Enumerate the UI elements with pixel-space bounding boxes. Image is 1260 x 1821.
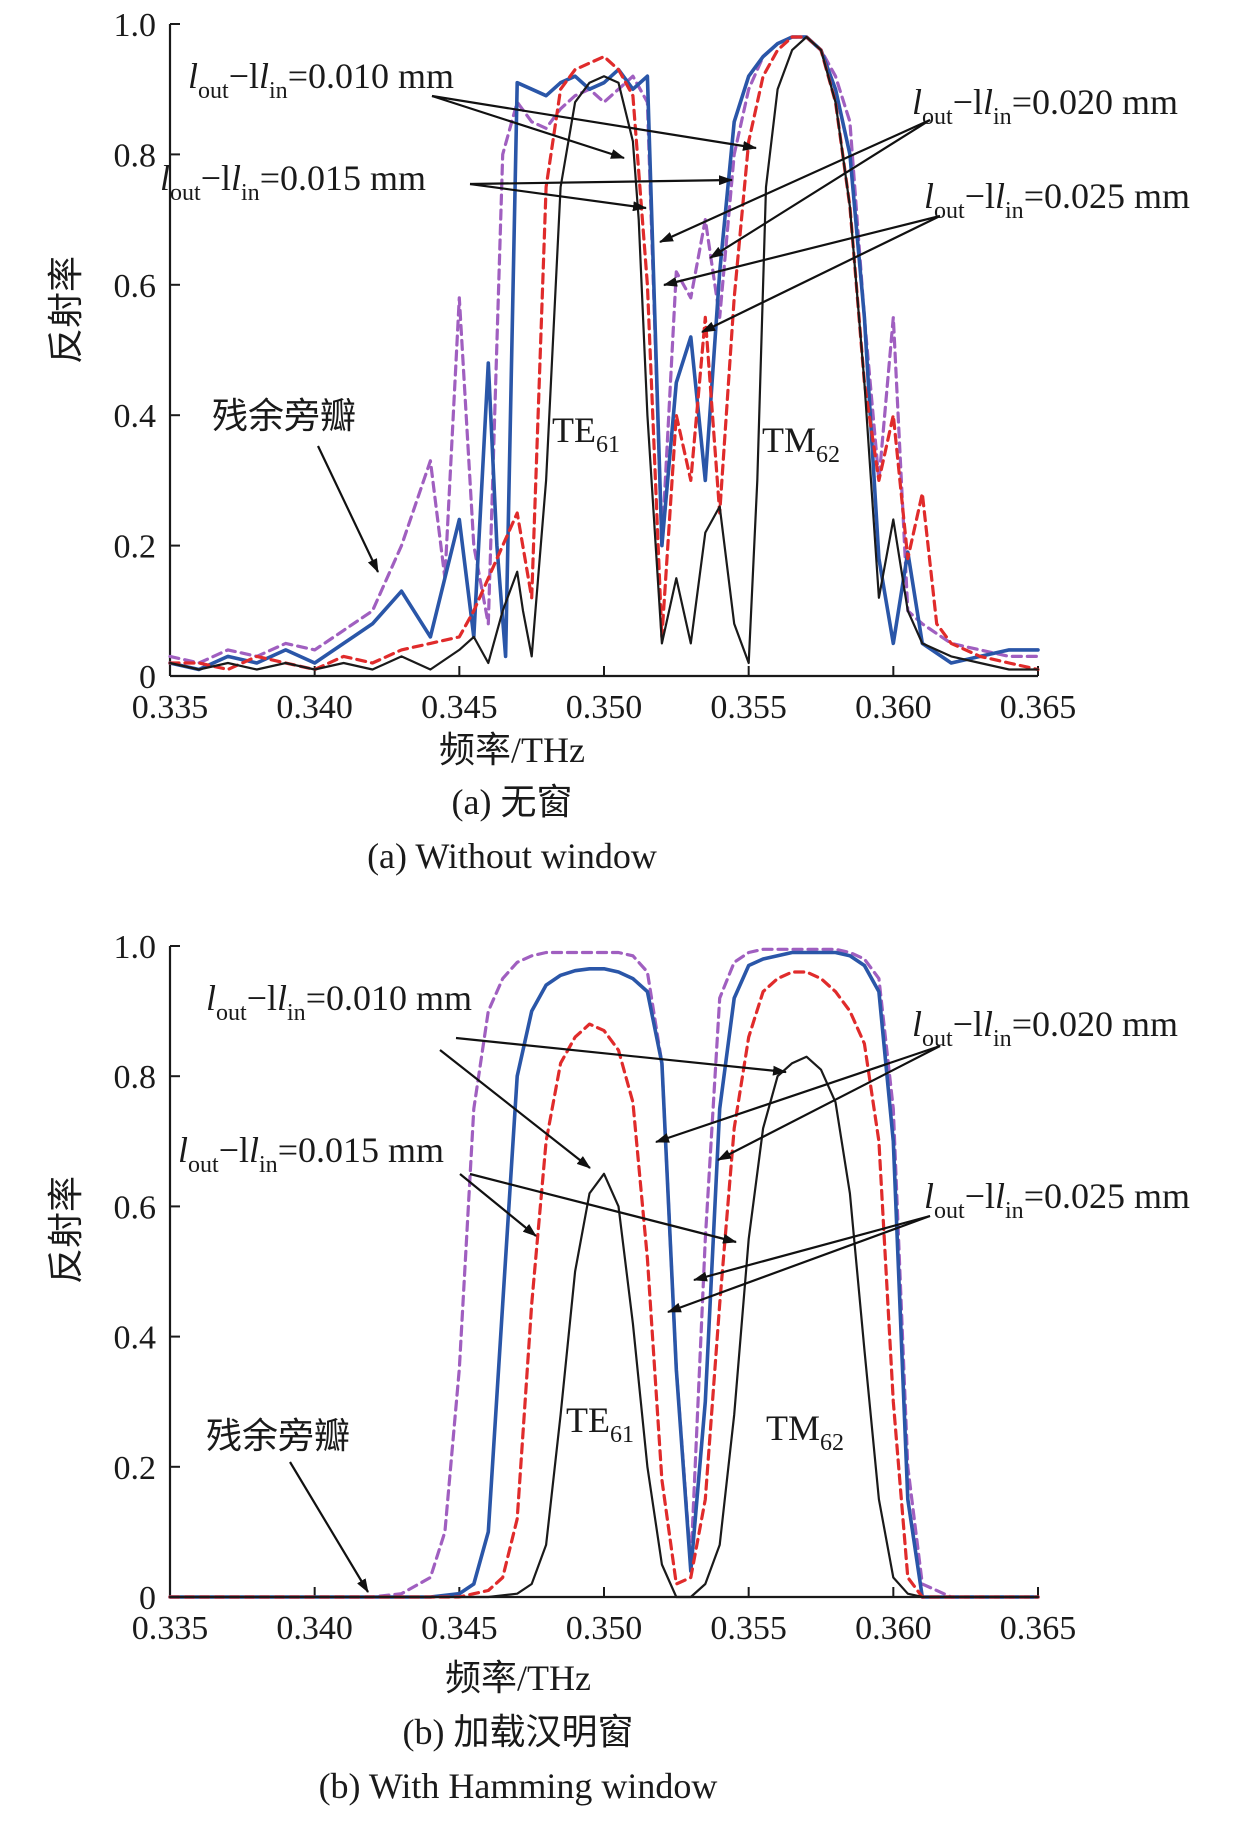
x-tick-label: 0.355 xyxy=(710,689,787,726)
y-tick-label: 0 xyxy=(139,659,156,696)
panel-b-label-sidelobe: 残余旁瓣 xyxy=(206,1416,350,1456)
panel-a-arrow-l025-te xyxy=(663,214,941,287)
panel-b-arrow-sidelobe xyxy=(289,1461,369,1593)
panel-a-arrow-l010-te xyxy=(431,94,625,160)
y-tick-label: 0.6 xyxy=(114,1189,157,1226)
y-tick-label: 0 xyxy=(139,1580,156,1617)
x-tick-label: 0.335 xyxy=(132,1610,209,1647)
panel-a-label-l025: lout−llin=0.025 mm xyxy=(924,176,1190,224)
series-line-s015 xyxy=(168,970,1040,1599)
x-tick-label: 0.350 xyxy=(566,689,643,726)
series-line-s020 xyxy=(168,950,1040,1599)
y-tick-label: 0.2 xyxy=(114,529,157,566)
panel-a-arrow-l025-tm xyxy=(701,215,941,333)
panel-b-label-tm62: TM62 xyxy=(766,1408,844,1456)
panel-a-label-l015: lout−llin=0.015 mm xyxy=(160,158,426,206)
x-tick-label: 0.340 xyxy=(276,1610,353,1647)
panel-b-arrows xyxy=(289,1036,941,1593)
x-tick-label: 0.335 xyxy=(132,689,209,726)
y-tick-label: 0.4 xyxy=(114,1320,157,1357)
x-tick-label: 0.360 xyxy=(855,1610,932,1647)
panel-b-label-l025: lout−llin=0.025 mm xyxy=(924,1176,1190,1224)
panel-b-label-l010: lout−llin=0.010 mm xyxy=(206,978,472,1026)
series-line-s010 xyxy=(168,35,1040,671)
panel-a-axes: 0 0.2 0.4 0.6 0.8 1.0 0.335 0.340 0.345 0.350 0.35… xyxy=(114,7,1077,726)
panel-a-arrows xyxy=(317,94,941,573)
x-tick-label: 0.355 xyxy=(710,1610,787,1647)
panel-b-arrow-l010-tm xyxy=(455,1036,787,1076)
panel-b-curves xyxy=(168,947,1040,1599)
y-tick-label: 0.8 xyxy=(114,1059,157,1096)
x-tick-label: 0.350 xyxy=(566,1610,643,1647)
panel-a-arrow-l020-te xyxy=(659,118,931,244)
panel-a-label-te61: TE61 xyxy=(552,410,620,458)
x-tick-label: 0.340 xyxy=(276,689,353,726)
panel-a-caption-en: (a) Without window xyxy=(367,836,657,876)
x-tick-label: 0.345 xyxy=(421,1610,498,1647)
panel-b-arrow-l025-tm xyxy=(693,1214,931,1282)
panel-b-arrow-l015-tm xyxy=(469,1172,737,1244)
x-tick-label: 0.365 xyxy=(1000,1610,1077,1647)
x-tick-label: 0.345 xyxy=(421,689,498,726)
panel-a-xlabel: 频率/THz xyxy=(439,730,585,770)
panel-a-caption-cn: (a) 无窗 xyxy=(452,782,573,822)
series-line-s015 xyxy=(168,35,1040,672)
panel-a-label-tm62: TM62 xyxy=(762,420,840,468)
panel-a-arrow-l015-te xyxy=(469,182,647,212)
panel-a-arrow-l020-tm xyxy=(709,119,931,259)
panel-a-without-window: 0 0.2 0.4 0.6 0.8 1.0 0.335 0.340 0.345 0.350 0.35… xyxy=(46,7,1190,876)
panel-b-caption-en: (b) With Hamming window xyxy=(319,1766,718,1806)
x-tick-label: 0.365 xyxy=(1000,689,1077,726)
panel-b-caption-cn: (b) 加载汉明窗 xyxy=(403,1712,634,1752)
panel-a-arrow-l015-tm xyxy=(469,175,733,186)
panel-a-label-l010: lout−llin=0.010 mm xyxy=(188,56,454,104)
y-tick-label: 0.2 xyxy=(114,1450,157,1487)
y-tick-label: 1.0 xyxy=(114,929,157,966)
panel-a-arrow-sidelobe xyxy=(317,445,379,573)
series-line-s020 xyxy=(168,35,1040,672)
y-tick-label: 0.6 xyxy=(114,268,157,305)
panel-b-hamming-window: 0 0.2 0.4 0.6 0.8 1.0 0.335 0.340 0.345 0.350 0.35… xyxy=(46,929,1190,1806)
panel-a-curves xyxy=(168,35,1040,672)
panel-b-label-l020: lout−llin=0.020 mm xyxy=(912,1004,1178,1052)
panel-b-arrow-l015-te xyxy=(459,1173,537,1237)
panel-a-label-l020: lout−llin=0.020 mm xyxy=(912,82,1178,130)
panel-b-arrow-l020-te xyxy=(655,1044,941,1144)
panel-a-label-sidelobe: 残余旁瓣 xyxy=(212,396,356,436)
y-tick-label: 1.0 xyxy=(114,7,157,44)
panel-a-arrow-l010-tm xyxy=(431,94,757,151)
panel-b-arrow-l025-te xyxy=(667,1214,931,1314)
panel-a-ylabel: 反射率 xyxy=(46,256,86,364)
y-tick-label: 0.8 xyxy=(114,137,157,174)
panel-b-xlabel: 频率/THz xyxy=(445,1658,591,1698)
panel-b-label-l015: lout−llin=0.015 mm xyxy=(178,1130,444,1178)
x-tick-label: 0.360 xyxy=(855,689,932,726)
panel-b-ylabel: 反射率 xyxy=(46,1176,86,1284)
panel-b-arrow-l020-tm xyxy=(717,1045,941,1161)
panel-b-label-te61: TE61 xyxy=(566,1400,634,1448)
panel-b-axes: 0 0.2 0.4 0.6 0.8 1.0 0.335 0.340 0.345 0.350 0.35… xyxy=(114,929,1077,1647)
y-tick-label: 0.4 xyxy=(114,398,157,435)
series-line-s010 xyxy=(168,1055,1040,1599)
panel-b-arrow-l010-te xyxy=(439,1049,591,1169)
